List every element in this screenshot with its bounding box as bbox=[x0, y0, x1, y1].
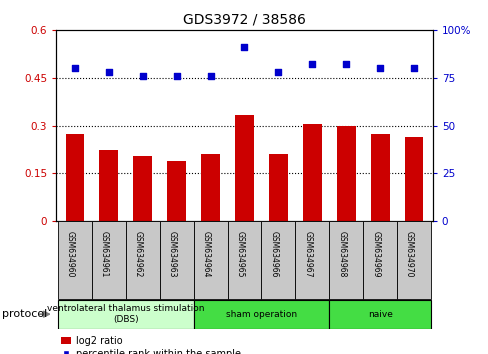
Text: ventrolateral thalamus stimulation
(DBS): ventrolateral thalamus stimulation (DBS) bbox=[47, 304, 204, 324]
Bar bbox=[363, 221, 396, 299]
Bar bbox=[268, 154, 287, 221]
Text: GSM634960: GSM634960 bbox=[66, 230, 75, 277]
Bar bbox=[133, 156, 152, 221]
Text: GSM634963: GSM634963 bbox=[167, 230, 176, 277]
Point bbox=[342, 62, 349, 67]
Bar bbox=[65, 133, 84, 221]
Text: GSM634965: GSM634965 bbox=[235, 230, 244, 277]
Point bbox=[105, 69, 113, 75]
Text: GSM634970: GSM634970 bbox=[404, 230, 413, 277]
Point bbox=[139, 73, 146, 79]
Bar bbox=[336, 126, 355, 221]
Text: sham operation: sham operation bbox=[225, 310, 296, 319]
Bar bbox=[396, 221, 430, 299]
Point bbox=[172, 73, 180, 79]
Point bbox=[240, 45, 248, 50]
Bar bbox=[404, 137, 423, 221]
Point bbox=[206, 73, 214, 79]
Bar bbox=[261, 221, 295, 299]
Text: GSM634967: GSM634967 bbox=[303, 230, 312, 277]
Bar bbox=[125, 221, 160, 299]
Bar bbox=[370, 133, 389, 221]
Bar bbox=[160, 221, 193, 299]
Title: GDS3972 / 38586: GDS3972 / 38586 bbox=[183, 12, 305, 26]
Point bbox=[308, 62, 316, 67]
Bar bbox=[58, 300, 193, 329]
Bar bbox=[99, 149, 118, 221]
Text: protocol: protocol bbox=[2, 309, 48, 319]
Point bbox=[375, 65, 383, 71]
Text: GSM634966: GSM634966 bbox=[269, 230, 278, 277]
Bar bbox=[58, 221, 92, 299]
Legend: log2 ratio, percentile rank within the sample: log2 ratio, percentile rank within the s… bbox=[61, 336, 240, 354]
Text: GSM634964: GSM634964 bbox=[201, 230, 210, 277]
Bar bbox=[328, 221, 363, 299]
Point bbox=[409, 65, 417, 71]
Bar bbox=[303, 124, 321, 221]
Bar bbox=[227, 221, 261, 299]
Bar bbox=[193, 221, 227, 299]
Text: GSM634962: GSM634962 bbox=[133, 230, 142, 277]
Text: GSM634969: GSM634969 bbox=[370, 230, 379, 277]
Text: GSM634961: GSM634961 bbox=[100, 230, 109, 277]
Bar bbox=[328, 300, 430, 329]
Point bbox=[71, 65, 79, 71]
Text: naive: naive bbox=[367, 310, 392, 319]
Bar bbox=[92, 221, 125, 299]
Bar bbox=[201, 154, 220, 221]
Bar bbox=[295, 221, 328, 299]
Bar bbox=[167, 161, 185, 221]
Bar bbox=[193, 300, 328, 329]
Text: GSM634968: GSM634968 bbox=[337, 230, 346, 277]
Point bbox=[274, 69, 282, 75]
Bar bbox=[235, 114, 253, 221]
